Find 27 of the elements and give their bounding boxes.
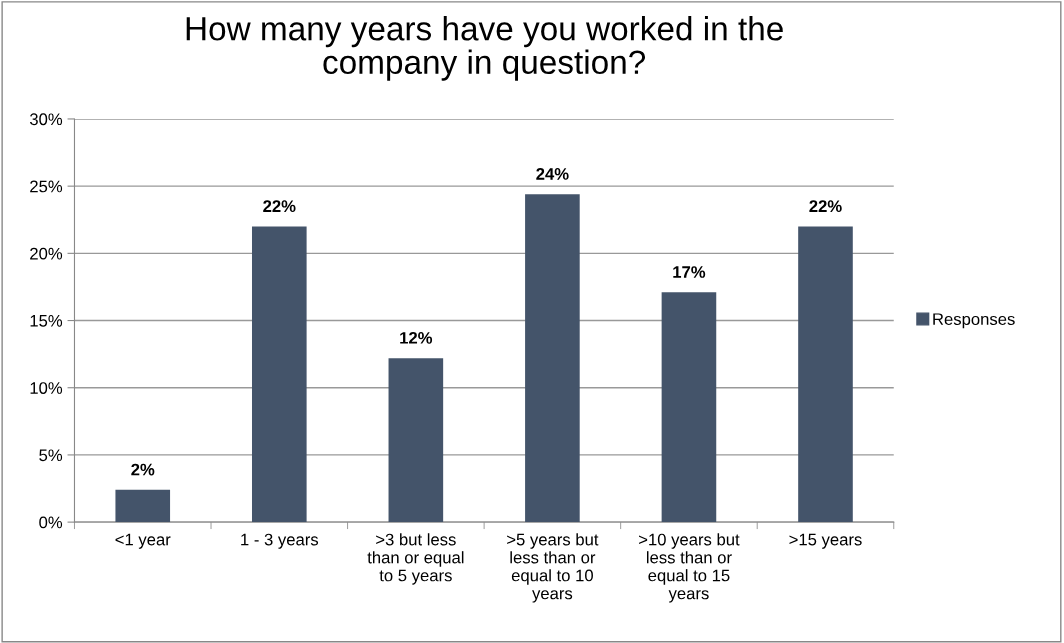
x-tick-label: >15 years [789,533,862,549]
y-tick-label: 20% [30,247,63,260]
x-tick-label: >3 but less than or equal to 5 years [367,533,464,585]
data-label: 17% [673,266,706,278]
y-tick-label: 5% [39,449,63,462]
data-label: 12% [400,331,433,344]
legend-label: Responses [933,313,1015,329]
data-label: 22% [809,200,842,213]
data-label: 2% [131,463,155,476]
x-tick-label: 1 - 3 years [241,533,319,549]
bar [525,194,580,523]
y-tick-label: 15% [30,315,63,327]
data-label: 24% [536,168,569,180]
x-tick-label: <1 year [115,533,171,549]
x-tick-label: >5 years but less than or equal to 10 years [507,533,599,603]
x-tick-label: >10 years but less than or equal to 15 years [639,533,740,603]
chart-title: How many years have you worked in the company in question? [186,16,783,81]
y-tick-label: 30% [29,113,63,126]
bar [798,226,853,523]
bar [661,292,717,523]
y-tick-label: 10% [30,382,63,394]
data-label: 22% [263,200,296,213]
y-tick-label: 25% [30,180,63,193]
bar [251,226,307,523]
bar [388,358,444,523]
y-tick-label: 0% [39,516,63,529]
bar [115,489,171,523]
